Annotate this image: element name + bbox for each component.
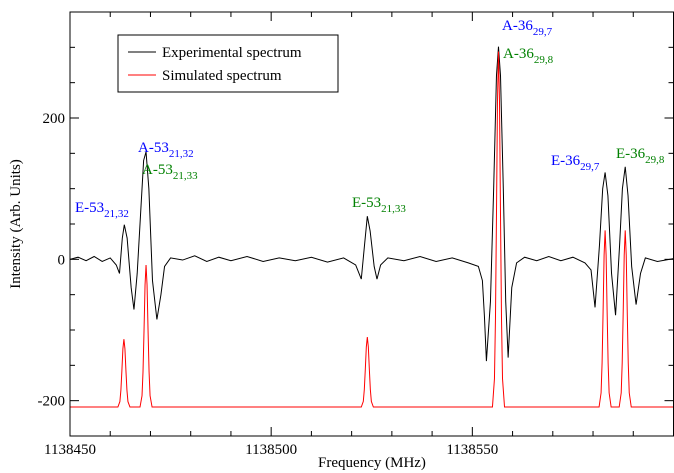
peak-label-sub: 21,32 bbox=[104, 208, 129, 220]
peak-label-sub: 29,8 bbox=[534, 54, 554, 66]
peak-label-text: A-53 bbox=[138, 140, 169, 156]
peak-label: A-3629,7 bbox=[502, 18, 553, 38]
x-axis-label: Frequency (MHz) bbox=[318, 455, 426, 471]
peak-label: E-5321,33 bbox=[352, 195, 406, 215]
legend-label: Experimental spectrum bbox=[162, 45, 302, 61]
peak-label-sub: 29,8 bbox=[645, 154, 665, 166]
y-tick-label: -200 bbox=[38, 394, 66, 410]
x-tick-label: 1138550 bbox=[446, 442, 498, 458]
peak-label-text: E-36 bbox=[551, 153, 581, 169]
spectrum-line bbox=[70, 51, 674, 408]
peak-label-sub: 21,32 bbox=[169, 148, 194, 160]
peak-label: E-3629,8 bbox=[616, 146, 665, 166]
peak-label-sub: 21,33 bbox=[381, 203, 406, 215]
peak-label-text: A-36 bbox=[503, 46, 534, 62]
peak-label-text: E-53 bbox=[352, 195, 381, 211]
y-tick-label: 200 bbox=[43, 111, 66, 127]
peak-label-text: A-53 bbox=[142, 162, 173, 178]
y-axis-label: Intensity (Arb. Units) bbox=[8, 159, 24, 289]
y-tick-label: 0 bbox=[58, 252, 66, 268]
legend: Experimental spectrum Simulated spectrum bbox=[117, 34, 339, 93]
peak-label: E-5321,32 bbox=[75, 200, 129, 220]
spectrum-line bbox=[69, 46, 674, 362]
peak-label: E-3629,7 bbox=[551, 153, 600, 173]
peak-label-text: E-36 bbox=[616, 146, 646, 162]
peak-label-sub: 29,7 bbox=[580, 161, 600, 173]
x-tick-label: 1138500 bbox=[245, 442, 297, 458]
x-tick-label: 1138450 bbox=[44, 442, 96, 458]
peak-label: A-5321,33 bbox=[142, 162, 198, 182]
peak-label-text: A-36 bbox=[502, 18, 533, 34]
peak-label-text: E-53 bbox=[75, 200, 104, 216]
peak-label: A-5321,32 bbox=[138, 140, 194, 160]
legend-label: Simulated spectrum bbox=[162, 68, 282, 84]
peak-label-sub: 21,33 bbox=[173, 170, 198, 182]
peak-label: A-3629,8 bbox=[503, 46, 554, 66]
peak-label-sub: 29,7 bbox=[533, 26, 553, 38]
legend-box bbox=[117, 34, 339, 93]
